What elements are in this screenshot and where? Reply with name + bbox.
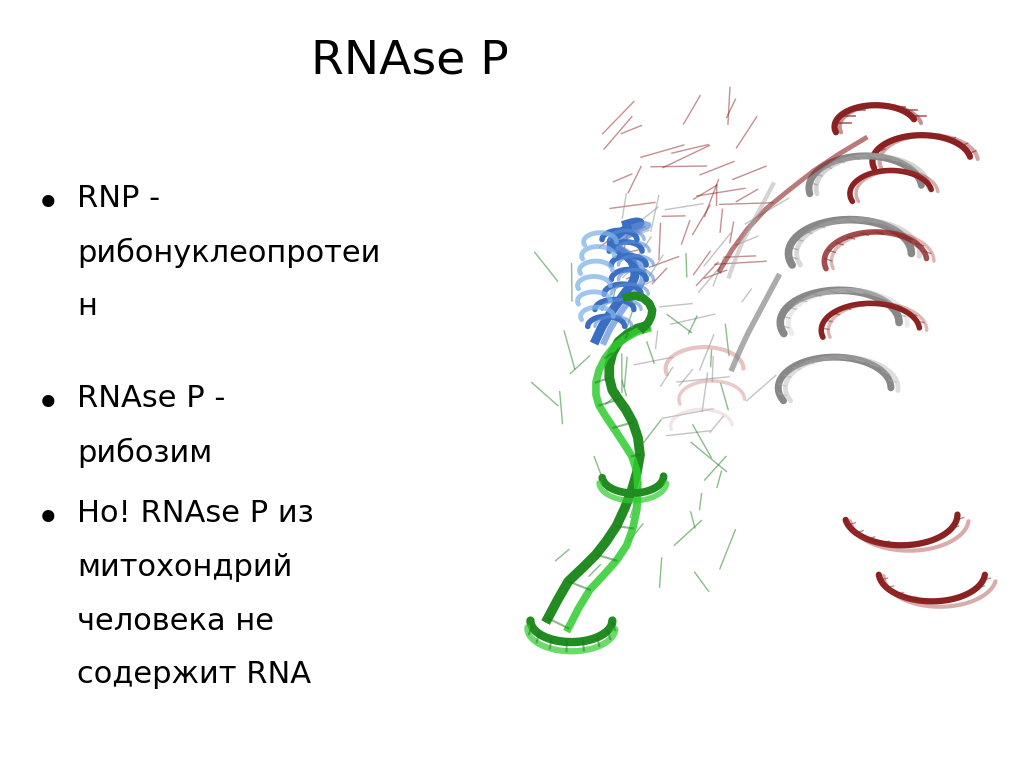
Text: содержит RNA: содержит RNA <box>77 660 311 690</box>
Text: •: • <box>36 499 60 541</box>
Text: •: • <box>36 384 60 426</box>
Text: митохондрий: митохондрий <box>77 553 292 582</box>
Text: RNAse P -: RNAse P - <box>77 384 225 413</box>
Text: RNP -: RNP - <box>77 184 160 214</box>
Text: Но! RNAse P из: Но! RNAse P из <box>77 499 313 528</box>
Text: •: • <box>36 184 60 227</box>
Text: рибозим: рибозим <box>77 438 212 468</box>
Text: рибонуклеопротеи: рибонуклеопротеи <box>77 238 380 268</box>
Text: человека не: человека не <box>77 607 273 636</box>
Text: RNAse P: RNAse P <box>310 38 509 84</box>
Text: н: н <box>77 292 96 321</box>
